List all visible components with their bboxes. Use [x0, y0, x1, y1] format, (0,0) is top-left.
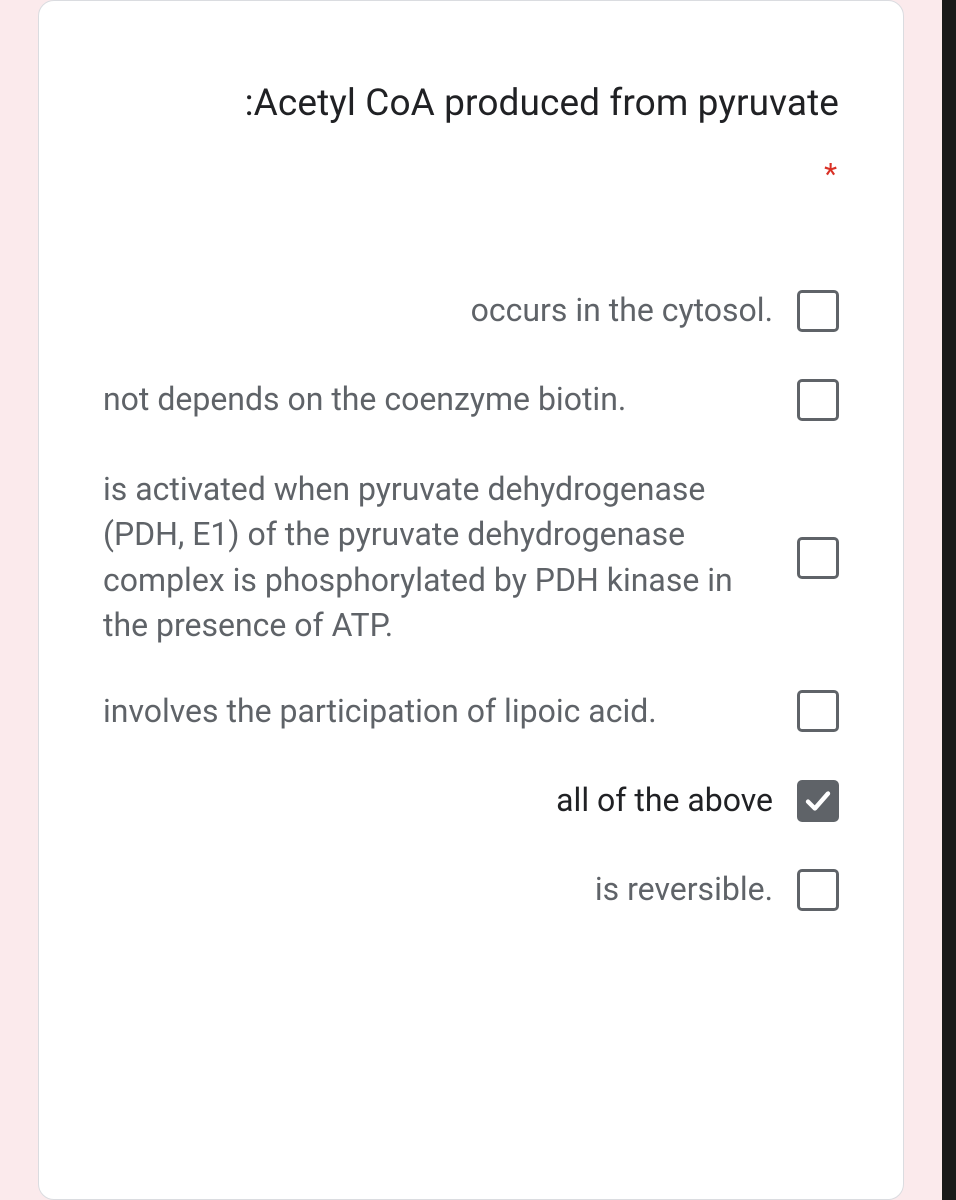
option-row[interactable]: involves the participation of lipoic aci… — [103, 689, 839, 734]
right-edge-border — [942, 0, 956, 1200]
option-row[interactable]: occurs in the cytosol. — [103, 288, 839, 333]
option-row[interactable]: not depends on the coenzyme biotin. — [103, 377, 839, 422]
option-label: not depends on the coenzyme biotin. — [103, 377, 773, 422]
checkbox-unchecked-icon[interactable] — [797, 537, 839, 579]
option-label: occurs in the cytosol. — [103, 288, 773, 333]
option-row[interactable]: is reversible. — [103, 867, 839, 912]
checkbox-unchecked-icon[interactable] — [797, 869, 839, 911]
options-list: occurs in the cytosol. not depends on th… — [103, 288, 839, 913]
checkmark-icon — [803, 786, 833, 816]
required-asterisk: * — [103, 157, 839, 192]
option-label: is activated when pyruvate dehydrogenase… — [103, 467, 773, 649]
question-card: :Acetyl CoA produced from pyruvate * occ… — [38, 0, 904, 1200]
option-label: involves the participation of lipoic aci… — [103, 689, 773, 734]
option-row[interactable]: all of the above — [103, 778, 839, 823]
checkbox-unchecked-icon[interactable] — [797, 290, 839, 332]
checkbox-unchecked-icon[interactable] — [797, 379, 839, 421]
option-label: all of the above — [103, 778, 773, 823]
question-title: :Acetyl CoA produced from pyruvate — [103, 79, 839, 129]
checkbox-checked-icon[interactable] — [797, 780, 839, 822]
option-row[interactable]: is activated when pyruvate dehydrogenase… — [103, 467, 839, 649]
option-label: is reversible. — [103, 867, 773, 912]
checkbox-unchecked-icon[interactable] — [797, 690, 839, 732]
page-background: :Acetyl CoA produced from pyruvate * occ… — [0, 0, 956, 1200]
